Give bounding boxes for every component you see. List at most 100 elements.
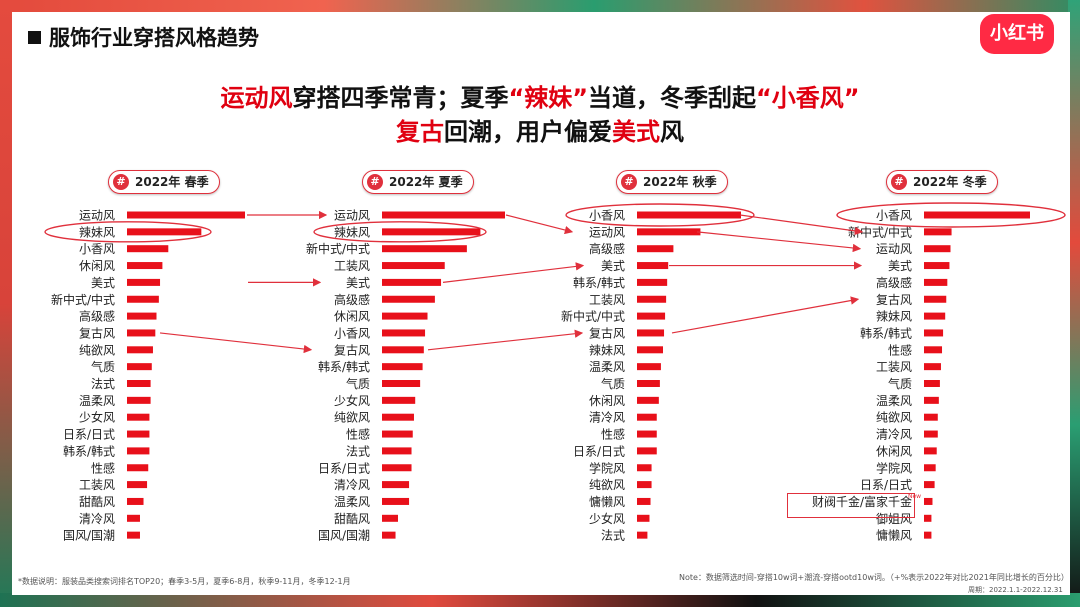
category-label-spring: 纯欲风 xyxy=(79,343,115,357)
category-label-autumn: 美式 xyxy=(601,259,625,273)
panel-title-summer: #2022年 夏季 xyxy=(362,170,474,194)
category-label-autumn: 少女风 xyxy=(589,511,625,526)
bar-spring xyxy=(127,481,148,489)
bar-winter xyxy=(924,464,936,472)
bar-autumn xyxy=(637,363,661,371)
square-bullet-icon xyxy=(28,30,41,44)
bar-winter xyxy=(924,531,932,539)
panel-title-text: 2022年 春季 xyxy=(135,175,209,189)
category-label-winter: 温柔风 xyxy=(876,394,912,408)
category-label-winter: 日系/日式 xyxy=(860,478,912,492)
category-label-summer: 温柔风 xyxy=(334,495,370,509)
category-label-autumn: 复古风 xyxy=(589,325,625,340)
bar-spring xyxy=(127,396,151,404)
category-label-summer: 国风/国潮 xyxy=(318,528,370,543)
category-label-summer: 小香风 xyxy=(334,326,370,340)
headline-highlight: 美式 xyxy=(612,118,660,146)
category-label-autumn: 法式 xyxy=(601,529,625,543)
bar-winter xyxy=(924,346,943,354)
hashtag-icon: # xyxy=(891,173,907,190)
category-label-summer: 法式 xyxy=(346,444,370,458)
category-label-winter: 气质 xyxy=(888,376,912,391)
bar-autumn xyxy=(637,278,668,286)
background-bottom-band xyxy=(0,593,1080,607)
category-label-summer: 气质 xyxy=(346,376,370,391)
bar-winter xyxy=(924,312,946,320)
headline-line-1: 运动风穿搭四季常青；夏季“辣妹”当道，冬季刮起“小香风” xyxy=(0,78,1080,113)
background-right-band xyxy=(1068,0,1080,607)
bar-summer xyxy=(382,447,412,455)
bar-winter xyxy=(924,481,935,489)
category-label-spring: 美式 xyxy=(91,276,115,290)
bar-summer xyxy=(382,262,445,270)
category-label-winter: 运动风 xyxy=(876,242,912,256)
category-label-spring: 小香风 xyxy=(79,242,115,256)
new-entry-tag: New xyxy=(908,493,922,500)
category-label-spring: 日系/日式 xyxy=(63,428,115,442)
bar-spring xyxy=(127,514,140,522)
bar-autumn xyxy=(637,396,659,404)
category-label-summer: 少女风 xyxy=(334,393,370,408)
category-label-spring: 甜酷风 xyxy=(79,495,115,509)
trend-arrow xyxy=(427,329,584,351)
category-label-winter: 清冷风 xyxy=(876,428,912,442)
panel-title-text: 2022年 秋季 xyxy=(643,175,717,189)
category-label-winter: 慵懒风 xyxy=(876,528,912,543)
trend-arrow xyxy=(159,332,313,354)
category-label-winter: 新中式/中式 xyxy=(848,224,912,239)
bar-autumn xyxy=(637,413,657,421)
category-label-autumn: 小香风 xyxy=(589,209,625,223)
bar-spring xyxy=(127,329,156,337)
bar-autumn xyxy=(637,430,657,438)
category-label-summer: 韩系/韩式 xyxy=(318,359,370,374)
bar-winter xyxy=(924,211,1030,219)
bar-summer xyxy=(382,329,426,337)
category-label-autumn: 新中式/中式 xyxy=(561,309,625,324)
panel-title-autumn: #2022年 秋季 xyxy=(616,170,728,194)
category-label-spring: 韩系/韩式 xyxy=(63,443,115,458)
bar-autumn xyxy=(637,262,669,270)
bar-spring xyxy=(127,531,140,539)
bar-autumn xyxy=(637,295,667,303)
category-label-autumn: 日系/日式 xyxy=(573,444,625,458)
category-label-autumn: 性感 xyxy=(601,427,625,442)
category-label-summer: 高级感 xyxy=(334,292,370,307)
category-label-summer: 辣妹风 xyxy=(334,225,370,239)
category-label-autumn: 高级感 xyxy=(589,241,625,256)
category-label-winter: 高级感 xyxy=(876,275,912,290)
bar-autumn xyxy=(637,464,652,472)
bar-spring xyxy=(127,312,157,320)
headline-highlight: 复古 xyxy=(396,118,444,146)
bar-autumn xyxy=(637,312,666,320)
bar-autumn xyxy=(637,481,652,489)
bar-winter xyxy=(924,363,941,371)
headline-text: 穿搭四季常青；夏季 xyxy=(292,84,509,112)
trend-arrow xyxy=(696,231,862,253)
headline-line-2: 复古回潮，用户偏爱美式风 xyxy=(0,112,1080,147)
category-label-winter: 韩系/韩式 xyxy=(860,325,912,340)
panel-title-spring: #2022年 春季 xyxy=(108,170,220,194)
bar-spring xyxy=(127,211,245,219)
bar-summer xyxy=(382,396,416,404)
category-label-summer: 性感 xyxy=(346,427,370,442)
category-label-winter: 纯欲风 xyxy=(876,411,912,425)
category-label-summer: 甜酷风 xyxy=(334,512,370,526)
trend-arrow xyxy=(671,296,860,334)
category-label-autumn: 慵懒风 xyxy=(589,494,625,509)
bar-winter xyxy=(924,430,938,438)
bar-summer xyxy=(382,363,423,371)
category-label-spring: 温柔风 xyxy=(79,394,115,408)
bar-autumn xyxy=(637,346,663,354)
category-label-winter: 复古风 xyxy=(876,292,912,307)
category-label-autumn: 辣妹风 xyxy=(589,343,625,357)
highlight-ellipse xyxy=(313,221,487,243)
bar-autumn xyxy=(637,531,648,539)
bar-winter xyxy=(924,228,952,236)
category-label-autumn: 运动风 xyxy=(589,225,625,239)
highlight-ellipse xyxy=(565,203,755,227)
bar-summer xyxy=(382,346,424,354)
category-label-autumn: 韩系/韩式 xyxy=(573,275,625,290)
category-label-spring: 法式 xyxy=(91,377,115,391)
highlight-ellipse xyxy=(836,202,1066,228)
trend-arrow xyxy=(442,262,585,283)
